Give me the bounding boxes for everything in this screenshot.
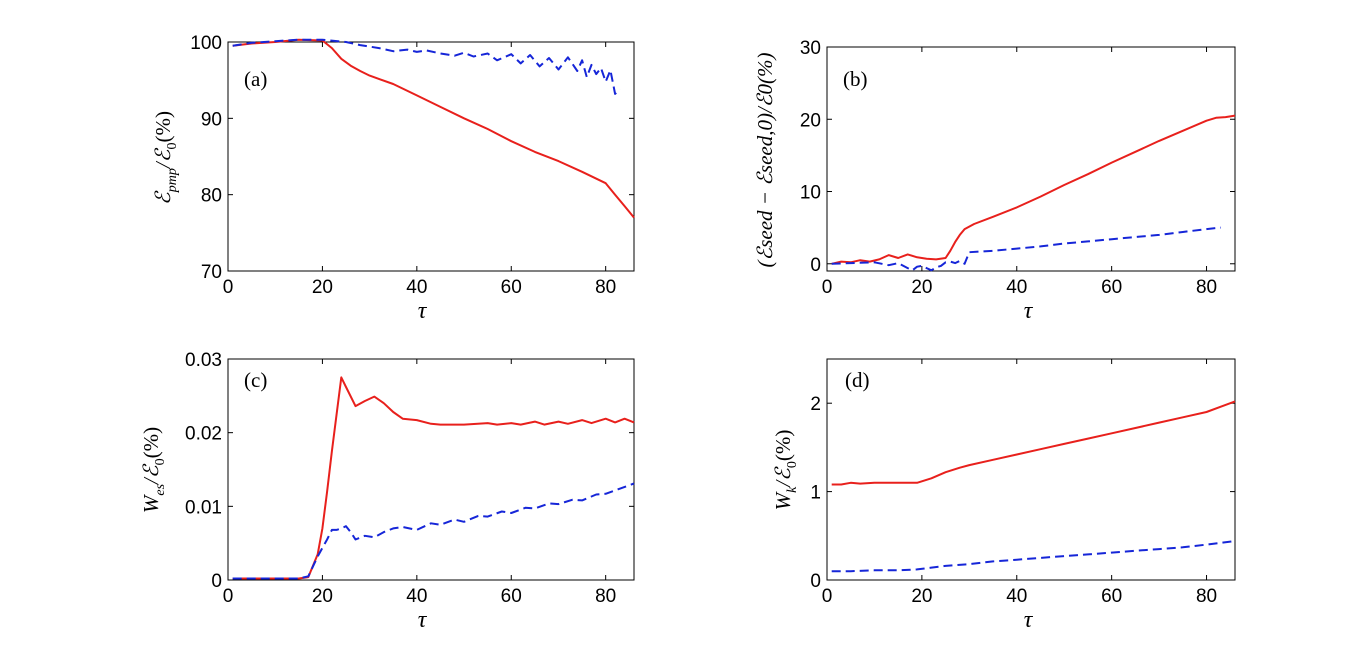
x-tick-label: 80	[595, 277, 616, 298]
x-tick-label: 60	[1101, 586, 1122, 607]
red-solid-series	[831, 114, 1236, 265]
y-tick-label: 30	[800, 38, 821, 59]
panel-d-xlabel: τ	[1024, 607, 1034, 633]
x-tick-label: 40	[406, 277, 427, 298]
panel-b-xlabel: τ	[1024, 298, 1034, 324]
y-tick-label: 0	[211, 571, 222, 592]
panel-d-ylabel: Wk/ℰ0(%)	[771, 430, 800, 511]
panel-c-xlabel: τ	[418, 607, 428, 633]
panel-d-ylabel-sub: k	[785, 486, 800, 493]
panel-d-label: (d)	[845, 368, 870, 392]
y-tick-label: 10	[800, 183, 821, 204]
panel-b: 0 20 40 60 80 0 10 20 30 (b) τ (ℰseed − ℰseed,0…	[753, 38, 1236, 324]
y-tick-label: 0.01	[185, 497, 222, 518]
x-tick-label: 0	[223, 277, 234, 298]
panel-b-frame	[826, 46, 1236, 272]
panel-d-frame	[826, 358, 1236, 581]
panel-c-ylabel-rest: /ℰ	[139, 463, 163, 485]
panel-c-frame	[227, 358, 635, 581]
x-tick-label: 60	[501, 277, 522, 298]
panel-a-xlabel: τ	[418, 298, 428, 324]
panel-d-ylabel-main: W	[771, 490, 795, 510]
y-tick-label: 70	[201, 262, 222, 283]
blue-dashed-series	[831, 540, 1236, 573]
panel-b-label: (b)	[843, 67, 868, 91]
y-tick-label: 0.03	[185, 350, 222, 371]
panel-c-xticks: 0 20 40 60 80	[223, 359, 616, 607]
panel-c-label: (c)	[244, 368, 267, 392]
panel-d: 0 20 40 60 80 012 (d) τ Wk/ℰ0(%)	[771, 358, 1236, 633]
x-tick-label: 0	[822, 277, 833, 298]
panel-d-ylabel-tail: (%)	[771, 430, 795, 461]
panel-a-ylabel-main: ℰ	[151, 190, 175, 205]
y-tick-label: 2	[810, 394, 821, 415]
x-tick-label: 40	[406, 586, 427, 607]
panel-a-ylabel-sub: pmp	[165, 168, 180, 193]
panel-a-label: (a)	[244, 67, 267, 91]
x-tick-label: 40	[1006, 586, 1027, 607]
y-tick-label: 0.02	[185, 424, 222, 445]
panel-c-ylabel-sub: es	[153, 483, 168, 495]
y-tick-label: 80	[201, 186, 222, 207]
red-solid-series	[232, 38, 635, 219]
panel-a-ylabel-tail: (%)	[151, 111, 175, 142]
x-tick-label: 20	[911, 277, 932, 298]
y-tick-label: 1	[810, 483, 821, 504]
blue-dashed-series	[232, 38, 621, 95]
panel-b-ylabel: (ℰseed − ℰseed,0)/ℰ0(%)	[753, 52, 777, 267]
panel-d-series	[831, 400, 1236, 573]
x-tick-label: 0	[223, 586, 234, 607]
blue-dashed-series	[831, 226, 1221, 272]
x-tick-label: 80	[1196, 277, 1217, 298]
x-tick-label: 20	[911, 586, 932, 607]
red-solid-series	[831, 400, 1236, 486]
blue-dashed-series	[232, 482, 635, 580]
panel-d-xticks: 0 20 40 60 80	[822, 359, 1217, 607]
x-tick-label: 20	[312, 277, 333, 298]
panel-d-ylabel-rest: /ℰ	[771, 466, 795, 488]
panel-a-ylabel-sub2: 0	[165, 143, 180, 150]
panel-c-ylabel-tail: (%)	[139, 427, 163, 458]
x-tick-label: 60	[1101, 277, 1122, 298]
panel-a-yticks: 70 80 90 100	[190, 33, 634, 283]
panel-d-yticks: 0 1 2	[810, 394, 1235, 592]
panel-c-ylabel: Wes/ℰ0(%)	[139, 427, 168, 513]
panel-b-yticks: 0 10 20 30	[800, 38, 1235, 276]
y-tick-label: 20	[800, 110, 821, 131]
panel-a-ylabel: ℰpmp/ℰ0(%)	[151, 111, 180, 205]
panel-a-frame	[227, 41, 635, 272]
panel-a-series	[232, 38, 635, 219]
panel-c: 0 20 40 60 80 00.010.020.03 (c) τ Wes/ℰ0(%)	[139, 350, 635, 633]
x-tick-label: 40	[1006, 277, 1027, 298]
x-tick-label: 60	[501, 586, 522, 607]
panel-c-yticks: 0 0.01 0.02 0.03	[185, 350, 634, 592]
x-tick-label: 80	[595, 586, 616, 607]
y-tick-label: 0	[810, 255, 821, 276]
y-tick-label: 90	[201, 109, 222, 130]
x-tick-label: 0	[822, 586, 833, 607]
y-tick-label: 0	[810, 571, 821, 592]
panel-b-xticks: 0 20 40 60 80	[822, 47, 1217, 298]
red-solid-series	[232, 376, 635, 580]
panel-a-ylabel-rest: /ℰ	[151, 147, 175, 169]
x-tick-label: 80	[1196, 586, 1217, 607]
y-tick-label: 100	[190, 33, 222, 54]
panel-c-ylabel-main: W	[139, 493, 163, 513]
panel-c-series	[232, 376, 635, 580]
panel-b-series	[831, 114, 1236, 272]
panel-a-xticks: 0 20 40 60 80	[223, 42, 616, 298]
panel-c-ylabel-sub2: 0	[153, 458, 168, 465]
panel-d-ylabel-sub2: 0	[785, 461, 800, 468]
x-tick-label: 20	[312, 586, 333, 607]
